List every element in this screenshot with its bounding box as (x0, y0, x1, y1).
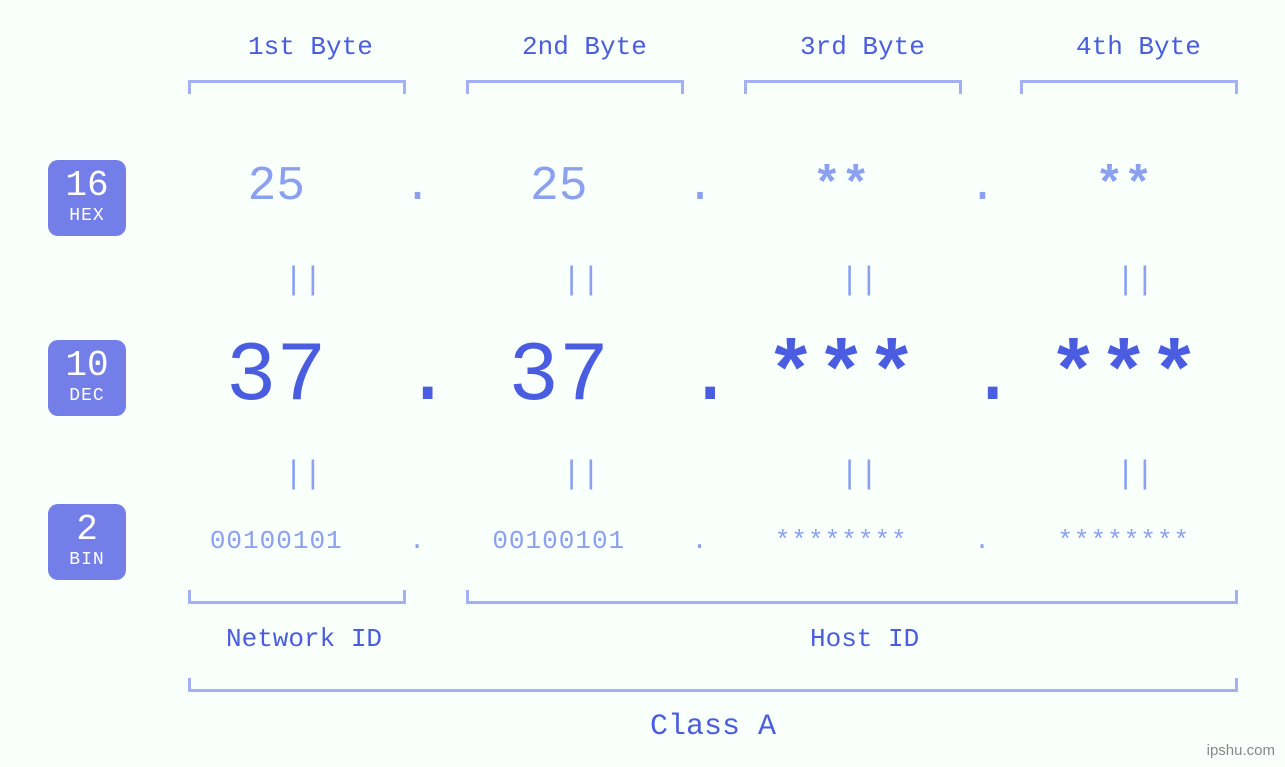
bin-badge-num: 2 (48, 512, 126, 548)
dec-badge-num: 10 (48, 348, 126, 384)
dec-row: 37 . 37 . *** . *** (150, 330, 1250, 425)
network-id-label: Network ID (226, 624, 382, 654)
eq-l-1: || (284, 456, 322, 493)
byte3-label: 3rd Byte (800, 32, 925, 62)
class-bracket (188, 678, 1238, 692)
hex-b4: ** (998, 160, 1251, 214)
dec-b4: *** (998, 330, 1251, 425)
class-label: Class A (650, 710, 776, 744)
dec-dot2: . (685, 330, 715, 425)
hex-badge-lbl: HEX (48, 206, 126, 226)
bin-dot3: . (968, 526, 998, 556)
eq-u-1: || (284, 262, 322, 299)
dec-b2: 37 (433, 330, 686, 425)
bin-dot2: . (685, 526, 715, 556)
bin-badge-lbl: BIN (48, 550, 126, 570)
bin-b1: 00100101 (150, 526, 403, 556)
hex-dot3: . (968, 160, 998, 214)
hex-row: 25 . 25 . ** . ** (150, 160, 1250, 214)
bin-b4: ******** (998, 526, 1251, 556)
hex-b3: ** (715, 160, 968, 214)
hex-badge: 16 HEX (48, 160, 126, 236)
bin-badge: 2 BIN (48, 504, 126, 580)
byte2-label: 2nd Byte (522, 32, 647, 62)
byte1-label: 1st Byte (248, 32, 373, 62)
hex-b2: 25 (433, 160, 686, 214)
bin-b3: ******** (715, 526, 968, 556)
bin-row: 00100101 . 00100101 . ******** . *******… (150, 526, 1250, 556)
watermark: ipshu.com (1207, 742, 1275, 759)
dec-dot1: . (403, 330, 433, 425)
eq-l-3: || (840, 456, 878, 493)
network-bracket (188, 590, 406, 604)
byte4-label: 4th Byte (1076, 32, 1201, 62)
hex-b1: 25 (150, 160, 403, 214)
dec-badge-lbl: DEC (48, 386, 126, 406)
eq-l-2: || (562, 456, 600, 493)
eq-u-3: || (840, 262, 878, 299)
eq-u-4: || (1116, 262, 1154, 299)
eq-l-4: || (1116, 456, 1154, 493)
dec-b1: 37 (150, 330, 403, 425)
dec-badge: 10 DEC (48, 340, 126, 416)
bin-dot1: . (403, 526, 433, 556)
hex-badge-num: 16 (48, 168, 126, 204)
byte3-bracket (744, 80, 962, 94)
hex-dot1: . (403, 160, 433, 214)
bin-b2: 00100101 (433, 526, 686, 556)
byte4-bracket (1020, 80, 1238, 94)
byte1-bracket (188, 80, 406, 94)
hex-dot2: . (685, 160, 715, 214)
host-bracket (466, 590, 1238, 604)
host-id-label: Host ID (810, 624, 919, 654)
eq-u-2: || (562, 262, 600, 299)
byte2-bracket (466, 80, 684, 94)
dec-dot3: . (968, 330, 998, 425)
dec-b3: *** (715, 330, 968, 425)
